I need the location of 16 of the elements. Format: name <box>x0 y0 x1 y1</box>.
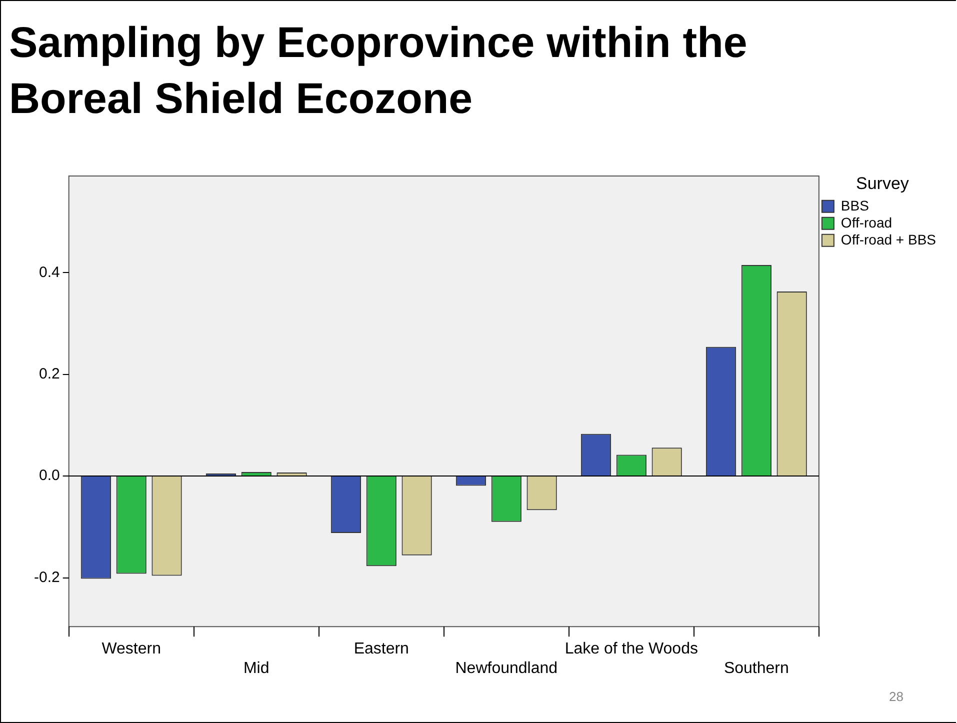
y-tick-label: 0.4 <box>38 264 60 281</box>
legend-label: Off-road + BBS <box>840 231 936 248</box>
y-tick-label: 0.2 <box>38 365 60 382</box>
y-tick-label: -0.2 <box>34 568 60 586</box>
x-tick-label: Eastern <box>354 640 409 658</box>
legend-label: BBS <box>840 197 869 214</box>
text: 28 <box>889 689 904 704</box>
x-tick-label: Mid <box>243 660 270 677</box>
x-tick-label: Western <box>102 640 161 658</box>
legend-title: Survey <box>856 174 910 194</box>
x-tick-label: Southern <box>724 660 789 677</box>
x-tick-label: Newfoundland <box>455 660 558 677</box>
y-tick-label: 0.0 <box>38 467 60 484</box>
legend-label: Off-road <box>840 214 892 230</box>
chart-title: Sampling by Ecoprovince within the Boreal Shield Ecozone <box>9 18 748 125</box>
x-tick-label: Lake of the Woods <box>564 640 698 658</box>
